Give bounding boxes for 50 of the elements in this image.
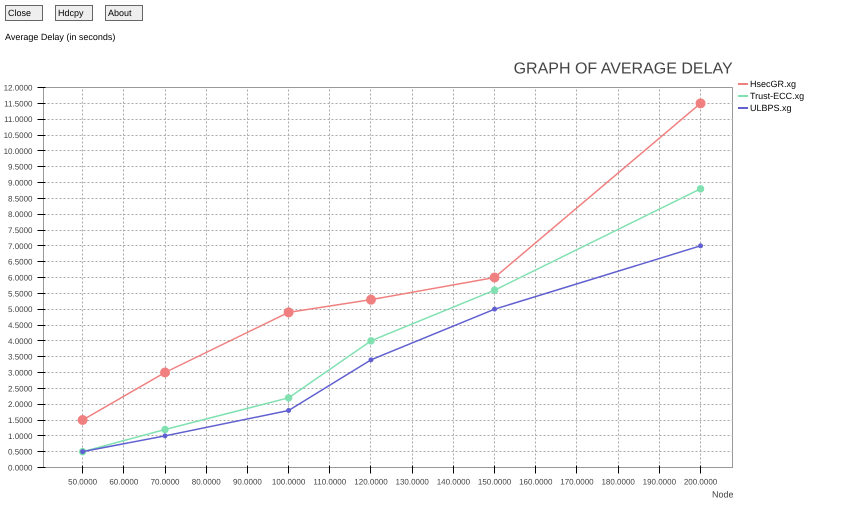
y-tick-label: 5.0000 <box>8 305 34 314</box>
y-tick-label: 1.5000 <box>8 416 34 425</box>
y-tick-label: 10.5000 <box>4 131 34 140</box>
y-tick-label: 9.5000 <box>8 162 34 172</box>
x-tick-label: 60.0000 <box>109 478 139 486</box>
y-tick-label: 2.0000 <box>8 400 34 410</box>
y-tick-label: 1.0000 <box>8 432 34 441</box>
y-tick-label: 2.5000 <box>8 384 34 394</box>
y-axis-title: Average Delay (in seconds) <box>5 31 116 44</box>
y-tick-label: 0.5000 <box>8 448 34 457</box>
x-tick-label: 150.0000 <box>478 478 512 486</box>
legend-label: Trust-ECC.xg <box>750 90 804 102</box>
y-tick-label: 6.0000 <box>8 274 34 282</box>
y-tick-label: 10.0000 <box>4 146 34 156</box>
legend-label: ULBPS.xg <box>750 102 792 114</box>
text: Hdcpy <box>58 7 84 20</box>
chart-title: GRAPH OF AVERAGE DELAY <box>514 60 733 78</box>
x-tick-label: 80.0000 <box>192 478 222 486</box>
y-tick-label: 8.0000 <box>8 210 34 220</box>
y-tick-label: 11.0000 <box>4 115 34 124</box>
y-tick-label: 0.0000 <box>8 464 34 472</box>
text: Close <box>8 7 32 20</box>
y-tick-label: 6.5000 <box>8 258 34 267</box>
y-tick-label: 7.5000 <box>8 226 34 235</box>
y-tick-label: 4.0000 <box>8 336 34 346</box>
x-tick-label: 160.0000 <box>519 478 554 486</box>
x-tick-label: 110.0000 <box>313 478 347 486</box>
text: About <box>108 7 132 20</box>
x-tick-label: 90.0000 <box>232 478 262 486</box>
legend-label: HsecGR.xg <box>750 78 796 90</box>
x-tick-label: 70.0000 <box>150 478 180 486</box>
x-tick-label: 120.0000 <box>354 478 388 486</box>
x-tick-label: 130.0000 <box>396 478 430 486</box>
y-tick-label: 11.5000 <box>4 99 34 108</box>
y-tick-label: 5.5000 <box>8 289 34 298</box>
x-tick-label: 50.0000 <box>68 478 98 486</box>
y-tick-label: 3.5000 <box>8 352 34 362</box>
x-axis-title: Node <box>712 490 734 500</box>
y-tick-label: 3.0000 <box>8 368 34 378</box>
y-tick-label: 8.5000 <box>8 194 34 204</box>
x-tick-label: 170.0000 <box>560 478 594 486</box>
x-tick-label: 180.0000 <box>601 478 636 486</box>
x-tick-label: 200.0000 <box>684 478 718 486</box>
x-tick-label: 140.0000 <box>436 478 471 486</box>
y-tick-label: 7.0000 <box>8 242 34 251</box>
y-tick-label: 9.0000 <box>8 178 34 188</box>
x-tick-label: 190.0000 <box>642 478 677 486</box>
y-tick-label: 4.5000 <box>8 321 34 330</box>
x-tick-label: 100.0000 <box>272 478 306 486</box>
y-tick-label: 12.0000 <box>4 84 34 92</box>
